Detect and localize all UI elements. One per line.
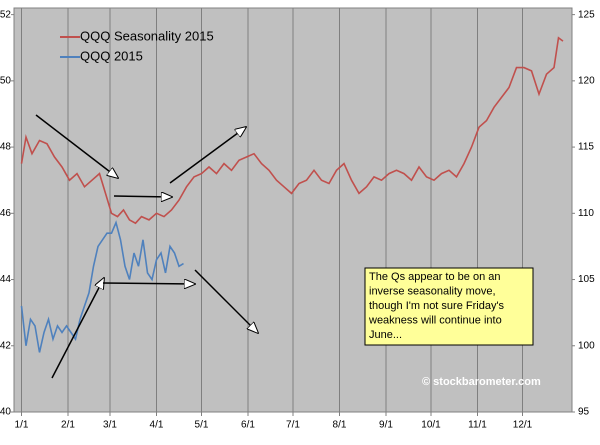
annotation-box bbox=[364, 267, 534, 346]
y-tick-label: 52 bbox=[0, 9, 11, 20]
x-tick-label: 12/1 bbox=[513, 420, 533, 431]
x-tick-label: 4/1 bbox=[150, 420, 164, 431]
y-tick-label: 48 bbox=[0, 142, 11, 153]
series-line bbox=[20, 220, 184, 353]
series-line bbox=[20, 36, 564, 225]
x-tick-label: 8/1 bbox=[333, 420, 347, 431]
arrow bbox=[194, 269, 258, 333]
y-tick-label: 40 bbox=[0, 407, 11, 418]
grid bbox=[21, 8, 523, 412]
y2-tick-label: 95 bbox=[578, 407, 590, 418]
y2-tick-label: 110 bbox=[578, 208, 594, 219]
arrows bbox=[35, 114, 258, 379]
arrow bbox=[35, 114, 118, 178]
x-tick-label: 2/1 bbox=[61, 420, 75, 431]
watermark: © stockbarometer.com bbox=[422, 376, 541, 388]
y-tick-label: 42 bbox=[0, 340, 11, 351]
annotation-line: inverse seasonality move, bbox=[369, 285, 496, 297]
annotation-line: The Qs appear to be on an bbox=[369, 271, 500, 283]
x-tick-label: 10/1 bbox=[421, 420, 441, 431]
arrow bbox=[51, 278, 104, 379]
annotation-line: June... bbox=[369, 329, 402, 341]
legend-label: QQQ Seasonality 2015 bbox=[80, 28, 214, 43]
x-tick-label: 1/1 bbox=[15, 420, 29, 431]
y2-tick-label: 105 bbox=[578, 274, 595, 285]
x-tick-label: 3/1 bbox=[103, 420, 117, 431]
y2-tick-label: 120 bbox=[578, 75, 595, 86]
x-tick-label: 6/1 bbox=[241, 420, 255, 431]
arrow bbox=[102, 283, 195, 284]
x-tick-label: 9/1 bbox=[379, 420, 393, 431]
annotation: The Qs appear to be on an inverse seasona… bbox=[368, 271, 505, 341]
lines bbox=[20, 36, 564, 353]
y-tick-label: 50 bbox=[0, 75, 11, 86]
y-tick-label: 46 bbox=[0, 208, 11, 219]
y-tick-label: 44 bbox=[0, 274, 11, 285]
arrow bbox=[169, 127, 246, 184]
legend-label: QQQ 2015 bbox=[80, 48, 143, 63]
x-tick-label: 5/1 bbox=[195, 420, 209, 431]
y2-tick-label: 100 bbox=[578, 340, 595, 351]
arrow bbox=[113, 196, 172, 197]
annotation-line: though I'm not sure Friday's bbox=[369, 300, 505, 312]
legend: QQQ Seasonality 2015 QQQ 2015 bbox=[60, 28, 214, 63]
y2-tick-label: 125 bbox=[578, 9, 595, 20]
annotation-line: weakness will continue into bbox=[368, 314, 502, 326]
x-tick-label: 11/1 bbox=[468, 420, 487, 431]
y2-tick-label: 115 bbox=[578, 142, 594, 153]
x-tick-label: 7/1 bbox=[286, 420, 300, 431]
